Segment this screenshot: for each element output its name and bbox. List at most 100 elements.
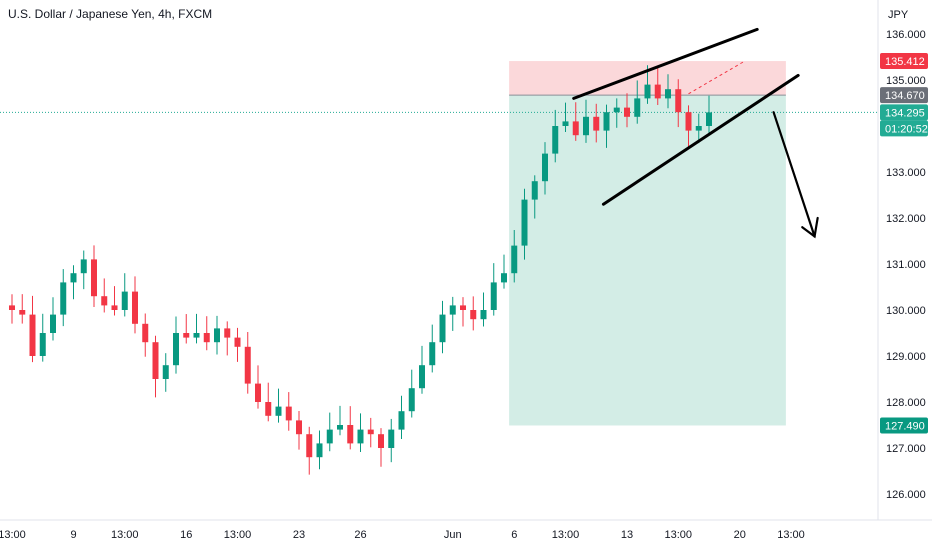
- candle-body: [50, 314, 56, 333]
- price-label-badge: [880, 120, 928, 137]
- candle-body: [583, 116, 589, 136]
- candle-body: [429, 342, 436, 366]
- candle-body: [531, 181, 538, 200]
- candle-body: [378, 434, 384, 448]
- candle-body: [70, 273, 77, 283]
- candle-body: [29, 314, 36, 356]
- price-tick-label: 128.000: [886, 397, 926, 409]
- candle-body: [9, 305, 15, 310]
- candle-body: [142, 323, 149, 343]
- time-tick-label: 23: [293, 529, 305, 541]
- candle-body: [101, 296, 108, 306]
- price-label-text: 135.412: [885, 56, 925, 68]
- candle-body: [695, 126, 702, 131]
- time-tick-label: Jun: [444, 529, 462, 541]
- downtrend-arrow-head: [801, 216, 819, 239]
- price-label-badge: [880, 87, 928, 104]
- candle-body: [511, 245, 518, 274]
- time-tick-label: 26: [354, 529, 366, 541]
- candle-body: [214, 328, 220, 343]
- time-tick-label: 13:00: [111, 529, 139, 541]
- candle-body: [357, 429, 364, 444]
- candle-body: [562, 121, 569, 126]
- price-tick-label: 129.000: [886, 351, 926, 363]
- candle-body: [419, 365, 425, 389]
- price-tick-label: 135.000: [886, 75, 926, 87]
- candle-body: [183, 333, 190, 338]
- candle-body: [685, 112, 692, 131]
- candle-body: [675, 89, 682, 113]
- candle-body: [337, 425, 343, 430]
- candle-body: [316, 443, 323, 458]
- candle-body: [162, 365, 169, 379]
- candle-body: [285, 406, 292, 421]
- candle-body: [408, 388, 415, 412]
- candle-body: [480, 310, 487, 320]
- candle-body: [296, 420, 302, 435]
- candle-body: [19, 310, 26, 315]
- candle-body: [173, 333, 179, 366]
- price-tick-label: 133.000: [886, 167, 926, 179]
- time-tick-label: 13: [621, 529, 633, 541]
- candle-body: [265, 402, 272, 416]
- candle-body: [121, 291, 128, 310]
- candle-body: [275, 406, 282, 416]
- time-tick-label: 13:00: [224, 529, 252, 541]
- lower-trendline: [601, 73, 800, 206]
- candle-body: [244, 346, 251, 384]
- candle-body: [60, 282, 67, 315]
- upper-trendline: [572, 27, 759, 100]
- price-label-badge: [880, 417, 928, 434]
- time-tick-label: 13:00: [777, 529, 805, 541]
- downtrend-arrow-shaft: [772, 111, 816, 238]
- price-label-badge: [880, 53, 928, 70]
- time-tick-label: 9: [70, 529, 76, 541]
- candle-body: [347, 425, 354, 444]
- currency-label: JPY: [888, 9, 909, 21]
- candle-body: [367, 429, 374, 435]
- price-label-badge: [880, 104, 928, 121]
- candle-body: [255, 383, 261, 402]
- candle-body: [224, 328, 231, 338]
- candle-body: [234, 337, 241, 347]
- candle-body: [654, 84, 661, 99]
- mid-dashed-line: [688, 61, 745, 95]
- price-label-text: 134.295: [885, 107, 925, 119]
- candle-body: [706, 112, 712, 126]
- candle-body: [603, 112, 610, 131]
- candle-body: [460, 305, 466, 310]
- price-tick-label: 132.000: [886, 213, 926, 225]
- time-tick-label: 6: [511, 529, 517, 541]
- candle-body: [542, 153, 548, 182]
- candle-body: [624, 107, 630, 117]
- price-tick-label: 126.000: [886, 489, 926, 501]
- time-tick-label: 13:00: [0, 529, 26, 541]
- chart-title: U.S. Dollar / Japanese Yen, 4h, FXCM: [8, 7, 213, 21]
- time-tick-label: 13:00: [664, 529, 692, 541]
- price-tick-label: 130.000: [886, 305, 926, 317]
- price-tick-label: 136.000: [886, 29, 926, 41]
- candle-body: [501, 273, 507, 283]
- price-tick-label: 131.000: [886, 259, 926, 271]
- time-tick-label: 13:00: [552, 529, 580, 541]
- candle-body: [634, 98, 641, 117]
- candle-body: [388, 429, 395, 448]
- candle-body: [91, 259, 97, 297]
- time-tick-label: 16: [180, 529, 192, 541]
- candle-body: [470, 310, 477, 320]
- candle-body: [306, 434, 313, 458]
- candle-body: [521, 199, 528, 246]
- candle-body: [665, 89, 671, 99]
- candle-body: [644, 84, 651, 99]
- candle-body: [490, 282, 497, 310]
- candle-body: [398, 411, 405, 430]
- candle-body: [111, 305, 118, 310]
- candle-body: [572, 121, 579, 136]
- candle-body: [80, 259, 87, 274]
- price-label-text: 134.670: [885, 90, 925, 102]
- candle-body: [132, 291, 138, 324]
- candle-body: [203, 333, 210, 343]
- time-tick-label: 20: [734, 529, 746, 541]
- candle-body: [593, 116, 600, 131]
